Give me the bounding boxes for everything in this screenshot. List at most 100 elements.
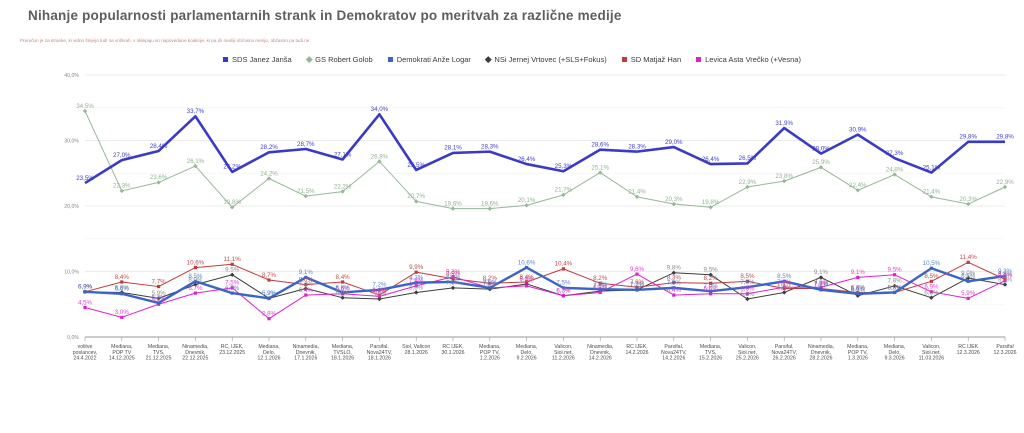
data-point-levica[interactable] xyxy=(525,284,529,288)
data-point-sd[interactable] xyxy=(745,279,749,283)
data-point-gs[interactable] xyxy=(855,188,860,193)
data-point-demokrati[interactable] xyxy=(120,292,124,296)
data-point-levica[interactable] xyxy=(414,284,418,288)
data-point-levica[interactable] xyxy=(230,286,234,290)
data-point-sd[interactable] xyxy=(451,277,455,281)
series-line-sd[interactable] xyxy=(84,261,1006,296)
series-line-gs[interactable] xyxy=(84,110,1006,210)
data-point-gs[interactable] xyxy=(340,189,345,194)
data-point-gs[interactable] xyxy=(266,176,272,181)
data-point-demokrati[interactable] xyxy=(488,286,492,290)
data-point-demokrati[interactable] xyxy=(193,279,197,283)
data-point-demokrati[interactable] xyxy=(377,288,381,292)
legend-item-gs[interactable]: GS Robert Golob xyxy=(305,55,373,64)
data-point-sd[interactable] xyxy=(561,267,565,271)
data-point-gs[interactable] xyxy=(377,159,382,164)
data-point-gs[interactable] xyxy=(156,180,161,185)
series-line-levica[interactable] xyxy=(84,273,1006,320)
data-point-gs[interactable] xyxy=(414,199,419,204)
data-point-levica[interactable] xyxy=(267,317,271,321)
data-point-gs[interactable] xyxy=(303,193,308,199)
data-point-nsi[interactable] xyxy=(708,272,713,277)
data-point-levica[interactable] xyxy=(966,296,970,300)
data-point-nsi[interactable] xyxy=(892,283,897,289)
data-point-demokrati[interactable] xyxy=(267,296,271,300)
data-point-sd[interactable] xyxy=(157,284,161,289)
data-point-demokrati[interactable] xyxy=(83,290,87,294)
data-point-sd[interactable] xyxy=(929,279,933,283)
data-point-gs[interactable] xyxy=(634,194,640,200)
data-point-levica[interactable] xyxy=(561,294,565,298)
data-point-nsi[interactable] xyxy=(966,275,971,281)
data-point-levica[interactable] xyxy=(304,293,308,297)
data-point-demokrati[interactable] xyxy=(598,287,602,291)
data-point-nsi[interactable] xyxy=(303,286,308,291)
data-point-nsi[interactable] xyxy=(230,272,235,277)
data-point-levica[interactable] xyxy=(929,290,933,294)
data-point-nsi[interactable] xyxy=(450,285,456,291)
data-point-gs[interactable] xyxy=(782,178,787,184)
data-point-demokrati[interactable] xyxy=(709,289,713,293)
data-point-levica[interactable] xyxy=(377,294,381,298)
data-point-gs[interactable] xyxy=(745,184,750,190)
data-point-demokrati[interactable] xyxy=(782,279,786,283)
series-line-sds[interactable] xyxy=(84,113,1005,185)
data-point-sd[interactable] xyxy=(672,281,676,285)
data-point-gs[interactable] xyxy=(524,203,529,208)
data-point-demokrati[interactable] xyxy=(672,286,676,290)
data-point-levica[interactable] xyxy=(1003,279,1007,283)
data-point-sd[interactable] xyxy=(193,265,197,270)
legend-item-sds[interactable]: SDS Janez Janša xyxy=(223,55,292,64)
data-point-gs[interactable] xyxy=(82,108,88,114)
data-point-demokrati[interactable] xyxy=(230,291,234,295)
legend-item-levica[interactable]: Levica Asta Vrečko (+Vesna) xyxy=(696,55,801,64)
data-point-demokrati[interactable] xyxy=(929,266,933,270)
data-point-levica[interactable] xyxy=(709,292,713,296)
data-point-levica[interactable] xyxy=(120,315,124,319)
data-point-demokrati[interactable] xyxy=(635,288,639,292)
data-point-sd[interactable] xyxy=(598,281,602,285)
data-point-sd[interactable] xyxy=(635,285,639,289)
data-point-sd[interactable] xyxy=(709,281,713,285)
data-point-levica[interactable] xyxy=(782,285,786,289)
data-point-sd[interactable] xyxy=(966,260,970,264)
data-point-levica[interactable] xyxy=(745,292,749,296)
data-point-nsi[interactable] xyxy=(671,270,676,276)
data-point-demokrati[interactable] xyxy=(966,279,970,283)
legend-item-sd[interactable]: SD Matjaž Han xyxy=(621,55,681,64)
data-point-levica[interactable] xyxy=(672,293,676,297)
data-point-levica[interactable] xyxy=(635,272,639,276)
data-point-nsi[interactable] xyxy=(782,290,787,295)
data-point-levica[interactable] xyxy=(819,285,823,289)
data-point-nsi[interactable] xyxy=(414,290,419,295)
legend-item-demokrati[interactable]: Demokrati Anže Logar xyxy=(387,55,471,64)
data-point-gs[interactable] xyxy=(818,165,824,170)
data-point-sd[interactable] xyxy=(120,280,124,284)
legend-item-nsi[interactable]: NSi Jernej Vrtovec (+SLS+Fokus) xyxy=(484,55,607,64)
data-point-levica[interactable] xyxy=(83,305,87,310)
data-point-sd[interactable] xyxy=(525,280,529,284)
data-point-demokrati[interactable] xyxy=(893,290,897,295)
data-point-demokrati[interactable] xyxy=(745,285,749,289)
data-point-gs[interactable] xyxy=(561,192,566,198)
data-point-gs[interactable] xyxy=(119,188,124,194)
data-point-demokrati[interactable] xyxy=(819,288,823,292)
data-point-gs[interactable] xyxy=(929,194,934,200)
data-point-sd[interactable] xyxy=(414,270,418,274)
data-point-nsi[interactable] xyxy=(855,293,860,298)
data-point-sd[interactable] xyxy=(341,280,345,284)
data-point-nsi[interactable] xyxy=(818,275,824,280)
data-point-gs[interactable] xyxy=(598,170,603,175)
data-point-demokrati[interactable] xyxy=(341,290,345,295)
data-point-gs[interactable] xyxy=(193,163,198,169)
data-point-demokrati[interactable] xyxy=(451,280,455,284)
data-point-gs[interactable] xyxy=(892,172,897,177)
data-point-gs[interactable] xyxy=(671,201,676,207)
data-point-levica[interactable] xyxy=(893,273,897,277)
data-point-gs[interactable] xyxy=(487,206,492,211)
data-point-levica[interactable] xyxy=(451,275,455,279)
data-point-gs[interactable] xyxy=(230,205,235,210)
data-point-gs[interactable] xyxy=(450,206,456,211)
series-line-demokrati[interactable] xyxy=(84,266,1006,305)
data-point-nsi[interactable] xyxy=(193,282,198,287)
